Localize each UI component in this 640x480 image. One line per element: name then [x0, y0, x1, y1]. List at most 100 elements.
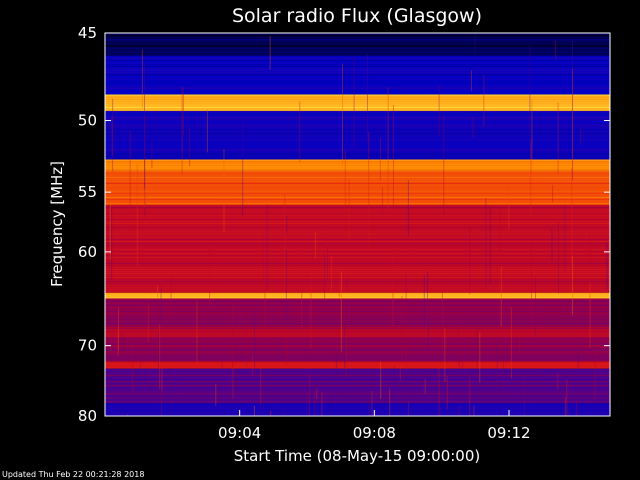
spectrogram-row — [105, 202, 610, 205]
y-tick-label: 70 — [78, 337, 97, 355]
spectrogram-row — [105, 337, 610, 339]
spectrogram-row — [105, 302, 610, 304]
spectrogram-row — [105, 47, 610, 49]
spectrogram-row — [105, 84, 610, 86]
spectrogram-row — [105, 33, 610, 35]
spectrogram-row — [105, 55, 610, 57]
y-tick-label: 80 — [78, 407, 97, 425]
spectrogram-streak — [321, 391, 323, 416]
spectrogram-row — [105, 98, 610, 100]
spectrogram-streak — [407, 401, 409, 416]
spectrogram-row — [105, 212, 610, 215]
spectrogram-row — [105, 401, 610, 403]
spectrogram-streak — [232, 363, 234, 399]
spectrogram-row — [105, 407, 610, 409]
spectrogram-row — [105, 74, 610, 76]
spectrogram-row — [105, 43, 610, 45]
spectrogram-streak — [344, 150, 346, 210]
spectrogram-streak — [254, 308, 256, 375]
spectrogram-row — [105, 250, 610, 253]
spectrogram-row — [105, 157, 610, 159]
spectrogram-streak — [427, 271, 429, 299]
spectrogram-row — [105, 399, 610, 401]
spectrogram-streak — [499, 207, 501, 252]
spectrogram-row — [105, 246, 610, 249]
spectrogram-row — [105, 216, 610, 219]
spectrogram-streak — [285, 250, 287, 326]
spectrogram-row — [105, 153, 610, 155]
spectrogram-row — [105, 67, 610, 70]
spectrogram-row — [105, 151, 610, 153]
spectrogram-streak — [181, 87, 183, 175]
spectrogram-row — [105, 349, 610, 351]
spectrogram-streak — [159, 324, 161, 390]
spectrogram-row — [105, 72, 610, 74]
spectrogram-row — [105, 405, 610, 407]
spectrogram-streak — [340, 271, 342, 352]
spectrogram-row — [105, 208, 610, 211]
spectrogram-row — [105, 264, 610, 267]
spectrogram-streak — [366, 54, 368, 143]
spectrogram-streak — [387, 87, 389, 209]
spectrogram-row — [105, 123, 610, 125]
spectrogram-row — [105, 327, 610, 329]
spectrogram-streak — [109, 202, 111, 261]
spectrogram-row — [105, 180, 610, 182]
spectrogram-streak — [379, 138, 381, 182]
spectrogram-streak — [471, 70, 473, 92]
spectrogram-row — [105, 296, 610, 298]
spectrogram-streak — [283, 407, 285, 416]
spectrogram-row — [105, 252, 610, 255]
spectrogram-streak — [446, 375, 448, 410]
spectrogram-row — [105, 347, 610, 349]
spectrogram-row — [105, 186, 610, 189]
spectrogram-row — [105, 90, 610, 92]
spectrogram-row — [105, 137, 610, 139]
spectrogram-streak — [393, 366, 395, 403]
spectrogram-row — [105, 306, 610, 308]
spectrogram-streak — [441, 276, 443, 351]
spectrogram-row — [105, 304, 610, 306]
spectrogram-row — [105, 318, 610, 321]
spectrogram-row — [105, 308, 610, 310]
spectrogram-row — [105, 325, 610, 327]
spectrogram-streak — [158, 331, 160, 388]
spectrogram-streak — [353, 59, 355, 148]
spectrogram-row — [105, 149, 610, 151]
spectrogram-row — [105, 133, 610, 135]
spectrogram-row — [105, 198, 610, 201]
spectrogram-row — [105, 161, 610, 163]
spectrogram-row — [105, 314, 610, 317]
spectrogram-row — [105, 395, 610, 397]
spectrogram-streak — [443, 115, 445, 218]
spectrogram-streak — [246, 320, 248, 368]
spectrogram-row — [105, 100, 610, 102]
spectrogram-row — [105, 119, 610, 121]
spectrogram-row — [105, 141, 610, 143]
spectrogram-streak — [330, 256, 332, 292]
spectrogram-streak — [157, 285, 159, 298]
spectrogram-streak — [551, 229, 553, 262]
spectrogram-row — [105, 57, 610, 60]
spectrogram-row — [105, 288, 610, 291]
spectrogram-row — [105, 92, 610, 94]
spectrogram-row — [105, 178, 610, 180]
spectrogram-row — [105, 174, 610, 176]
spectrogram-streak — [476, 309, 478, 379]
spectrogram-streak — [474, 33, 476, 55]
spectrogram-streak — [231, 298, 233, 373]
spectrogram-row — [105, 218, 610, 221]
spectrogram-row — [105, 331, 610, 333]
spectrogram-row — [105, 80, 610, 82]
update-timestamp: Updated Thu Feb 22 00:21:28 2018 — [2, 470, 145, 479]
spectrogram-streak — [288, 270, 290, 293]
spectrogram-row — [105, 278, 610, 281]
spectrogram-row — [105, 45, 610, 47]
spectrogram-streak — [427, 318, 429, 349]
spectrogram-row — [105, 104, 610, 107]
spectrogram-streak — [568, 407, 570, 416]
spectrogram-streak — [299, 101, 301, 163]
spectrogram-row — [105, 274, 610, 277]
x-tick-label: 09:12 — [487, 424, 530, 442]
